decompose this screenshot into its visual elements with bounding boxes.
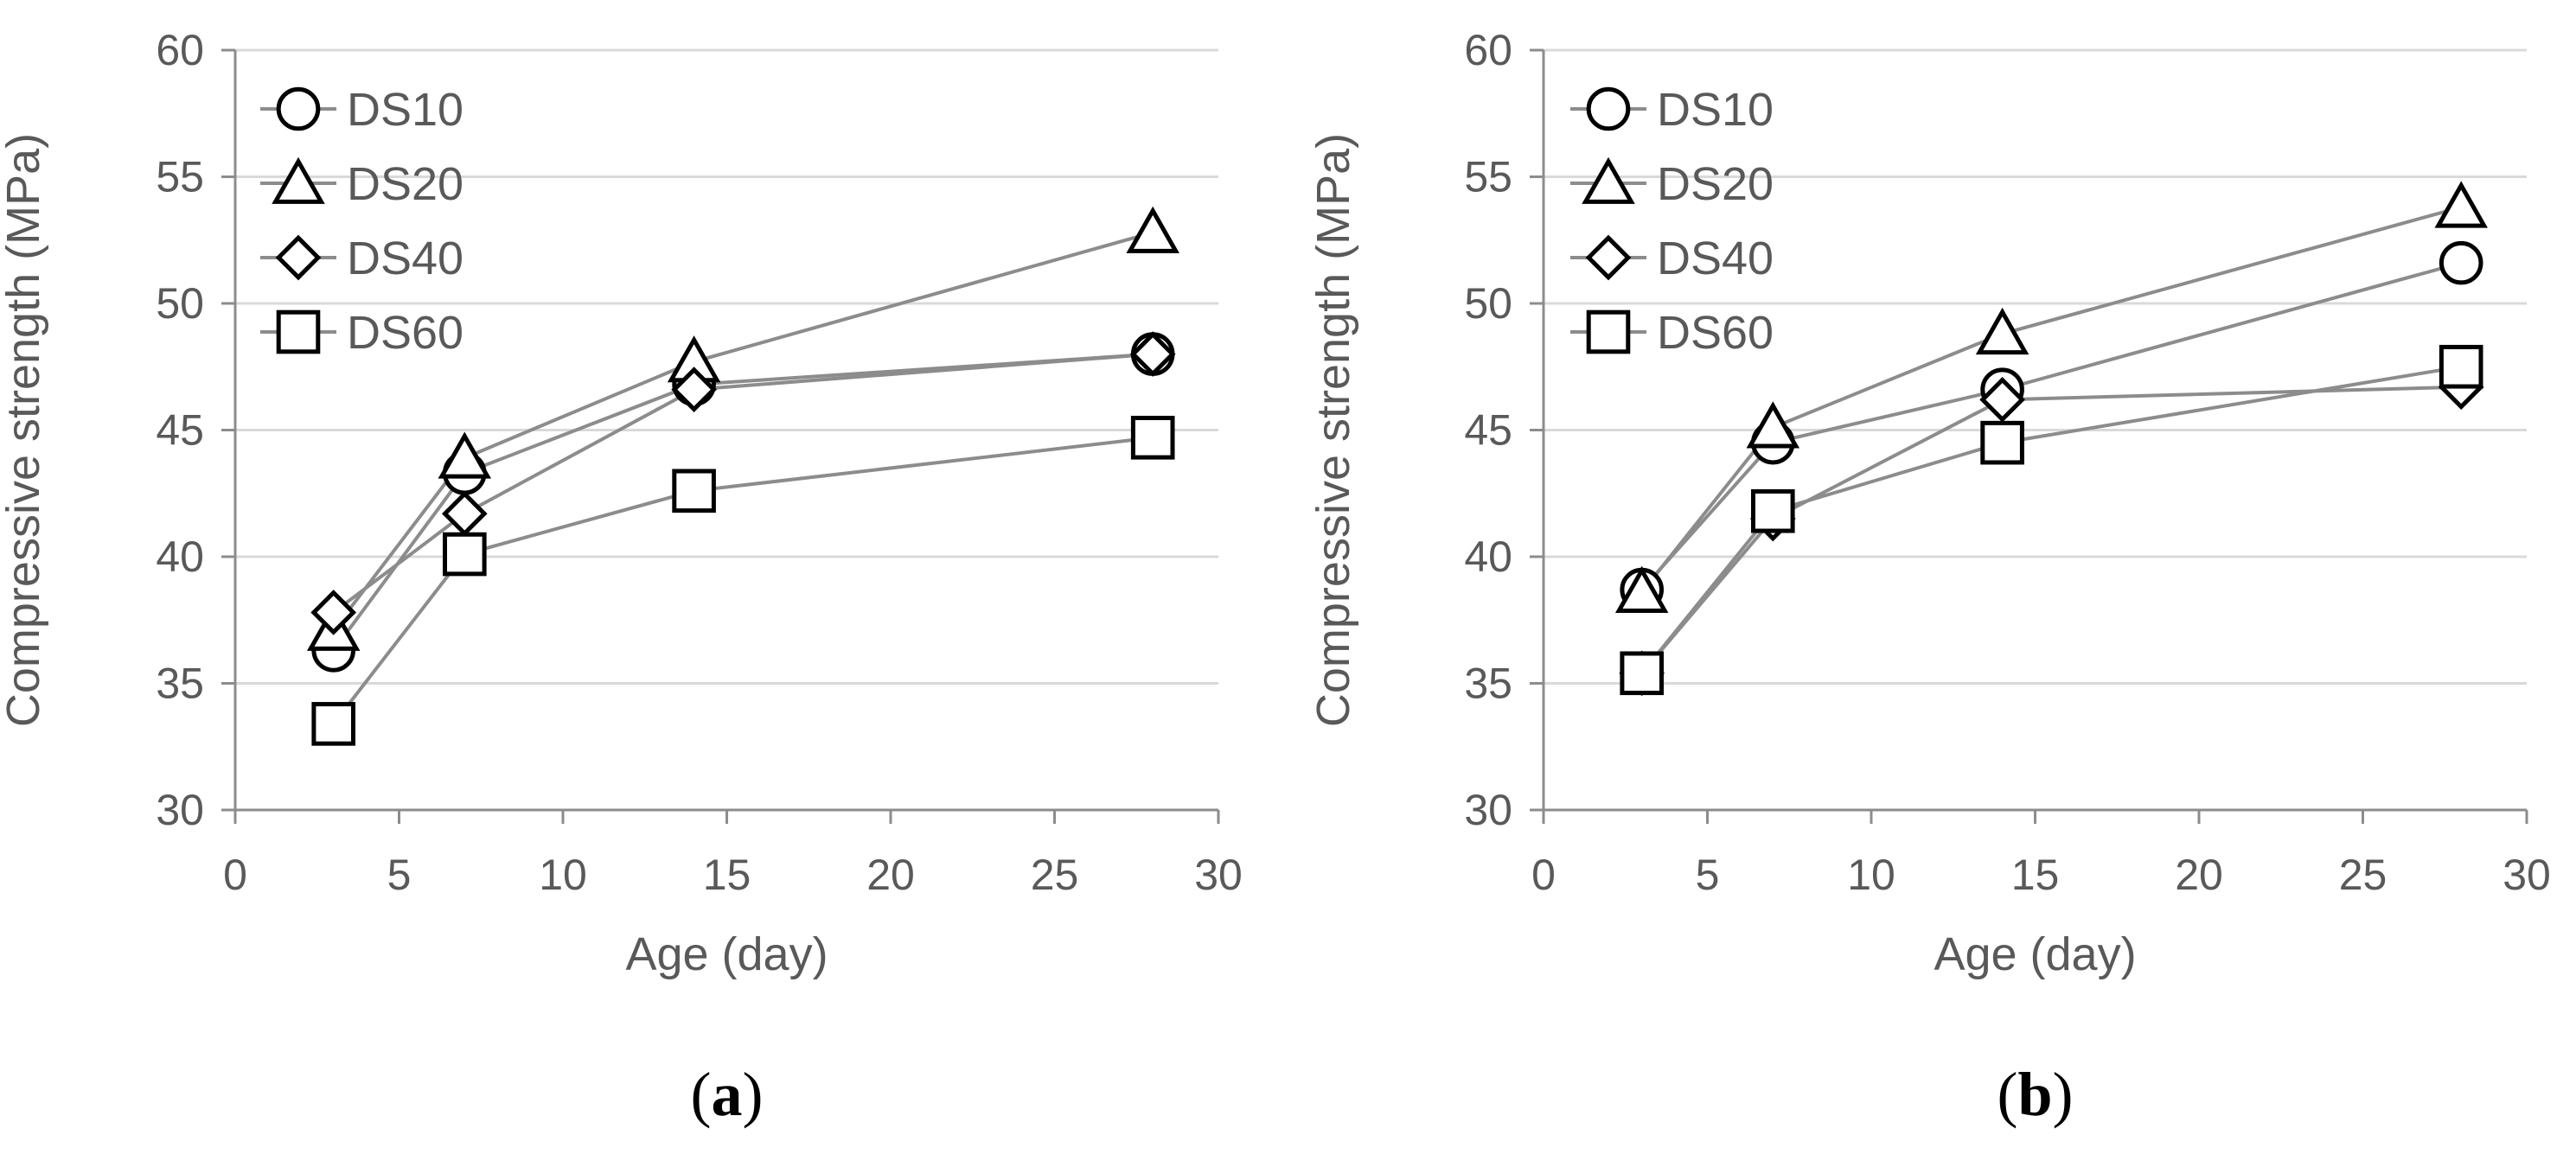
series-line-ds40 xyxy=(1640,385,2462,675)
legend-label-ds40: DS40 xyxy=(1657,233,1774,284)
data-point-ds40 xyxy=(671,367,717,412)
legend: DS10 DS20 DS40 DS60 xyxy=(260,84,463,359)
y-tick-label: 50 xyxy=(1464,279,1512,328)
legend-marker-ds10 xyxy=(1586,86,1631,131)
y-axis-title: Compressive strength (MPa) xyxy=(0,133,49,727)
y-tick-label: 45 xyxy=(156,406,204,455)
y-tick-label: 60 xyxy=(1464,26,1512,74)
legend-label-ds40: DS40 xyxy=(347,233,463,284)
x-axis-title: Age (day) xyxy=(625,928,828,980)
y-tick-label: 35 xyxy=(1464,660,1512,708)
legend-label-ds10: DS10 xyxy=(1657,84,1774,136)
data-point-ds20 xyxy=(1614,565,1669,613)
legend-label-ds60: DS60 xyxy=(1657,307,1774,359)
chart-panel-b: 30 35 40 45 50 55 60 0 5 10 15 20 25 30 Age (day) Compr… xyxy=(1307,26,2551,1129)
data-point-ds10 xyxy=(2439,240,2483,285)
series-line-ds20 xyxy=(1640,205,2462,594)
legend-label-ds20: DS20 xyxy=(347,158,463,210)
x-tick-label: 15 xyxy=(2011,851,2060,899)
legend-marker-ds60 xyxy=(1586,309,1631,354)
series-line-ds60 xyxy=(1640,365,2462,675)
data-point-ds60 xyxy=(2439,344,2483,389)
y-tick-label: 55 xyxy=(156,153,204,201)
y-tick-label: 35 xyxy=(156,660,204,708)
data-point-ds60 xyxy=(1751,488,1795,533)
data-point-ds40 xyxy=(441,490,488,537)
data-point-ds60 xyxy=(1980,420,2024,465)
x-tick-label: 25 xyxy=(1031,851,1079,899)
legend-label-ds20: DS20 xyxy=(1657,158,1774,210)
data-point-ds60 xyxy=(311,702,355,746)
x-tick-label: 0 xyxy=(223,851,247,899)
y-tick-label: 30 xyxy=(1464,786,1512,834)
legend-label-ds10: DS10 xyxy=(347,84,463,136)
data-point-ds40 xyxy=(1129,331,1176,377)
x-tick-label: 10 xyxy=(1847,851,1895,899)
x-tick-label: 15 xyxy=(703,851,751,899)
legend-marker-ds20 xyxy=(272,156,325,204)
data-point-ds20 xyxy=(1746,401,1800,449)
legend-marker-ds40 xyxy=(275,234,322,281)
data-point-ds40 xyxy=(1979,377,2025,423)
x-tick-label: 30 xyxy=(2502,851,2551,899)
y-tick-label: 30 xyxy=(156,786,204,834)
data-point-ds60 xyxy=(1130,415,1175,460)
data-point-ds60 xyxy=(443,532,487,577)
series-line-ds10 xyxy=(1640,261,2462,591)
legend: DS10 DS20 DS40 DS60 xyxy=(1570,84,1774,359)
series-line-ds60 xyxy=(332,436,1154,725)
y-tick-label: 40 xyxy=(1464,532,1512,581)
legend-marker-ds10 xyxy=(276,86,321,131)
y-tick-label: 55 xyxy=(1464,153,1512,201)
data-point-ds40 xyxy=(310,590,357,635)
x-tick-label: 10 xyxy=(539,851,587,899)
x-tick-label: 5 xyxy=(1696,851,1720,899)
chart-panel-a: 30 35 40 45 50 55 60 0 5 10 15 20 25 30 Age (day) Compr… xyxy=(0,26,1243,1129)
data-point-ds60 xyxy=(1620,651,1665,696)
panel-label: (b) xyxy=(1997,1060,2073,1129)
x-tick-label: 5 xyxy=(387,851,412,899)
x-axis-title: Age (day) xyxy=(1934,928,2136,980)
x-tick-label: 20 xyxy=(866,851,915,899)
data-point-ds20 xyxy=(1126,206,1179,253)
y-tick-label: 45 xyxy=(1464,406,1512,455)
x-tick-label: 20 xyxy=(2175,851,2223,899)
y-tick-label: 40 xyxy=(156,532,204,581)
legend-marker-ds20 xyxy=(1582,156,1635,204)
series-line-ds20 xyxy=(332,231,1154,632)
x-tick-label: 30 xyxy=(1194,851,1243,899)
data-point-ds20 xyxy=(1975,307,2029,355)
y-tick-label: 60 xyxy=(156,26,204,74)
x-tick-label: 0 xyxy=(1531,851,1556,899)
data-point-ds60 xyxy=(672,469,716,513)
series-line-ds40 xyxy=(332,352,1154,615)
legend-label-ds60: DS60 xyxy=(347,307,463,359)
legend-marker-ds60 xyxy=(276,309,321,354)
legend-marker-ds40 xyxy=(1585,234,1632,281)
panel-label: (a) xyxy=(691,1060,764,1129)
data-point-ds20 xyxy=(2434,181,2488,228)
data-point-ds20 xyxy=(438,431,492,479)
y-axis-title: Compressive strength (MPa) xyxy=(1307,133,1359,727)
x-tick-label: 25 xyxy=(2339,851,2387,899)
y-tick-label: 50 xyxy=(156,279,204,328)
